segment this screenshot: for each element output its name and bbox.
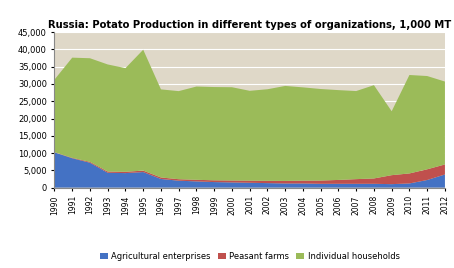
Legend: Agricultural enterprises, Peasant farms, Individual households: Agricultural enterprises, Peasant farms,…	[96, 249, 403, 264]
Title: Russia: Potato Production in different types of organizations, 1,000 MT: Russia: Potato Production in different t…	[48, 20, 451, 30]
